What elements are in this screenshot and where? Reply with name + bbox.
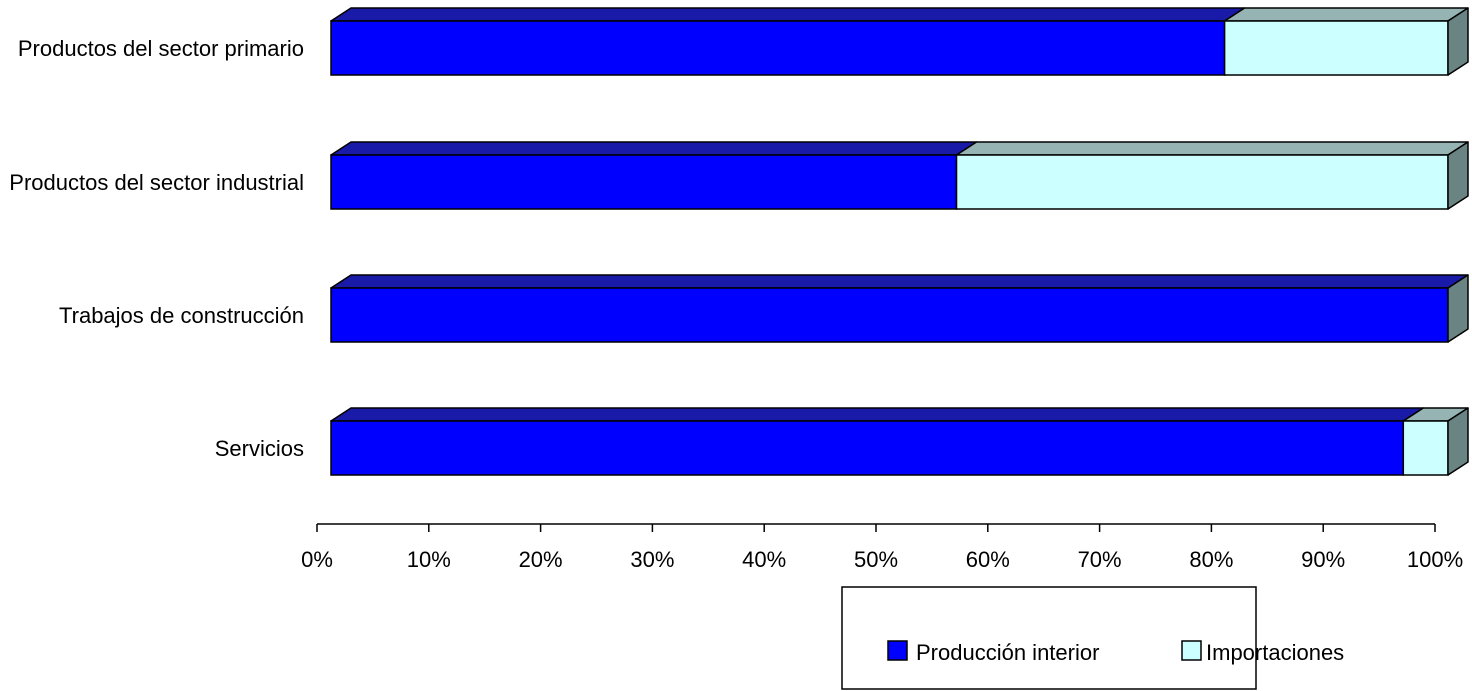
legend-label-importaciones: Importaciones (1206, 640, 1344, 665)
bar-top-importaciones-productos-del-sector-primario (1223, 7, 1469, 22)
bar-top-produccion-interior-servicios (330, 407, 1425, 422)
x-tick-label-0: 0% (301, 547, 333, 572)
x-tick-label-7: 70% (1078, 547, 1122, 572)
legend-label-produccion-interior: Producción interior (916, 640, 1099, 665)
bars-group (330, 7, 1469, 476)
legend: Producción interior Importaciones (841, 586, 1344, 690)
x-tick-label-9: 90% (1301, 547, 1345, 572)
bar-importaciones-servicios (1402, 420, 1449, 476)
x-tick-label-2: 20% (519, 547, 563, 572)
x-tick-label-3: 30% (630, 547, 674, 572)
category-label-productos-del-sector-primario: Productos del sector primario (18, 36, 304, 61)
x-tick-label-8: 80% (1189, 547, 1233, 572)
category-labels: Productos del sector primario Productos d… (9, 36, 304, 461)
legend-box (841, 586, 1257, 690)
legend-swatch-produccion-interior (887, 640, 908, 661)
category-label-productos-del-sector-industrial: Productos del sector industrial (9, 170, 304, 195)
bar-top-produccion-interior-productos-del-sector-industrial (330, 141, 978, 156)
bar-side-productos-del-sector-primario (1447, 7, 1469, 76)
bar-side-trabajos-de-construccion (1447, 274, 1469, 343)
bar-side-productos-del-sector-industrial (1447, 141, 1469, 210)
bar-produccion-interior-servicios (330, 420, 1405, 476)
bar-produccion-interior-productos-del-sector-industrial (330, 154, 958, 210)
x-tick-label-4: 40% (742, 547, 786, 572)
x-axis: 0% 10% 20% 30% 40% 50% 60% 70% 80% 90% 100% (301, 523, 1463, 572)
category-label-servicios: Servicios (215, 436, 304, 461)
bar-top-importaciones-productos-del-sector-industrial (955, 141, 1469, 156)
bar-produccion-interior-trabajos-de-construccion (330, 287, 1449, 343)
bar-produccion-interior-productos-del-sector-primario (330, 20, 1226, 76)
legend-swatch-importaciones (1181, 640, 1202, 661)
x-tick-label-1: 10% (407, 547, 451, 572)
bar-importaciones-productos-del-sector-industrial (955, 154, 1449, 210)
bar-side-servicios (1447, 407, 1469, 476)
x-tick-label-5: 50% (854, 547, 898, 572)
category-label-trabajos-de-construccion: Trabajos de construcción (59, 303, 304, 328)
bar-top-produccion-interior-trabajos-de-construccion (330, 274, 1469, 289)
x-tick-label-6: 60% (966, 547, 1010, 572)
bar-top-produccion-interior-productos-del-sector-primario (330, 7, 1246, 22)
x-tick-label-10: 100% (1407, 547, 1463, 572)
bar-importaciones-productos-del-sector-primario (1223, 20, 1449, 76)
